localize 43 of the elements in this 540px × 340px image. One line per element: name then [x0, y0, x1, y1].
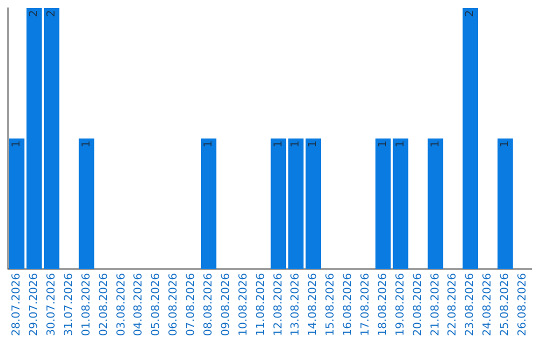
- x-tick-label: 04.08.2026: [132, 273, 145, 336]
- data-label: 1: [376, 140, 389, 148]
- data-label: 1: [428, 140, 442, 148]
- data-label: 1: [288, 140, 302, 148]
- x-tick-label: 29.07.2026: [27, 273, 40, 336]
- data-label: 2: [27, 10, 40, 17]
- x-tick-label: 05.08.2026: [149, 273, 162, 336]
- data-label: 2: [44, 10, 58, 17]
- x-tick-label: 18.08.2026: [376, 273, 389, 336]
- data-label: 1: [201, 140, 214, 148]
- x-tick-label: 10.08.2026: [236, 273, 250, 336]
- x-tick-label: 01.08.2026: [79, 273, 92, 336]
- x-tick-label: 02.08.2026: [96, 273, 110, 336]
- x-tick-label: 16.08.2026: [341, 273, 354, 336]
- x-tick-label: 19.08.2026: [393, 273, 406, 336]
- x-tick-label: 14.08.2026: [306, 273, 320, 336]
- x-tick-label: 31.07.2026: [62, 273, 75, 336]
- data-label: 1: [306, 140, 320, 148]
- x-tick-label: 03.08.2026: [114, 273, 128, 336]
- x-tick-label: 24.08.2026: [480, 273, 494, 336]
- data-label: 1: [79, 140, 92, 148]
- x-tick-label: 23.08.2026: [463, 273, 476, 336]
- x-tick-label: 25.08.2026: [498, 273, 512, 336]
- x-tick-label: 26.08.2026: [516, 273, 529, 336]
- data-label: 1: [393, 140, 406, 148]
- x-tick-label: 21.08.2026: [428, 273, 442, 336]
- x-tick-label: 20.08.2026: [410, 273, 424, 336]
- data-label: 1: [498, 140, 512, 148]
- x-tick-label: 06.08.2026: [166, 273, 180, 336]
- data-label: 1: [10, 140, 23, 148]
- x-tick-label: 12.08.2026: [271, 273, 284, 336]
- x-tick-label: 15.08.2026: [324, 273, 337, 336]
- x-tick-label: 22.08.2026: [446, 273, 459, 336]
- x-tick-label: 07.08.2026: [184, 273, 198, 336]
- x-tick-label: 08.08.2026: [201, 273, 214, 336]
- x-tick-label: 28.07.2026: [10, 273, 23, 336]
- x-tick-label: 11.08.2026: [254, 273, 267, 336]
- x-tick-label: 13.08.2026: [288, 273, 302, 336]
- x-tick-label: 17.08.2026: [358, 273, 372, 336]
- x-tick-label: 30.07.2026: [44, 273, 58, 336]
- data-label: 2: [463, 10, 476, 17]
- x-tick-label: 09.08.2026: [218, 273, 232, 336]
- data-label: 1: [271, 140, 284, 148]
